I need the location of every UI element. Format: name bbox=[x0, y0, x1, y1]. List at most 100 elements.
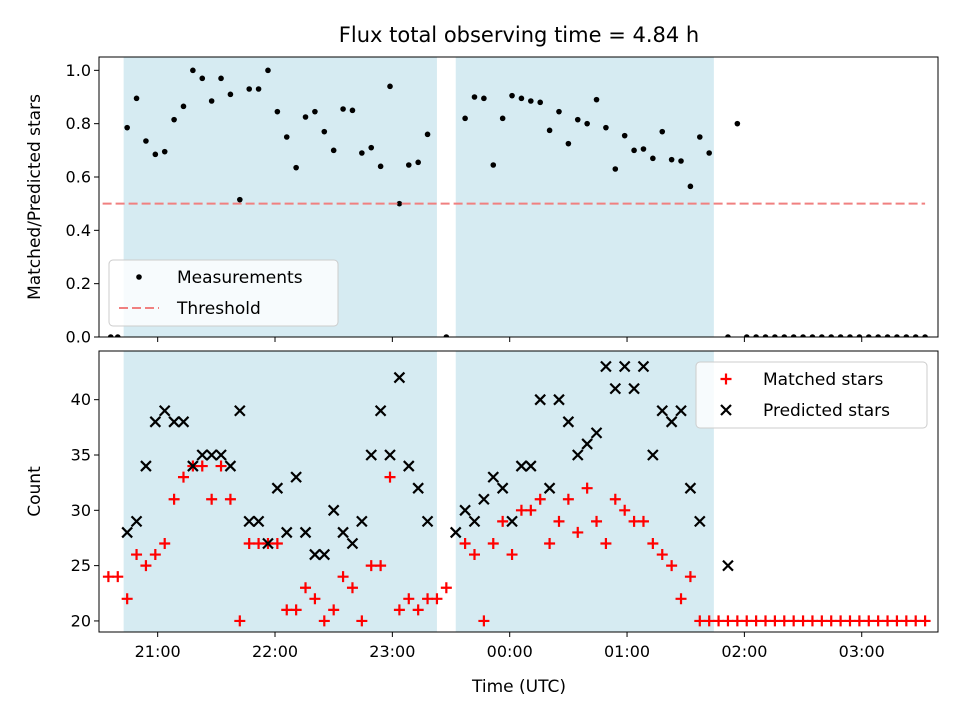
matched-star-point bbox=[375, 560, 387, 572]
x-tick-label: 23:00 bbox=[369, 642, 415, 661]
measurement-point bbox=[565, 140, 572, 147]
measurement-point bbox=[696, 134, 703, 140]
predicted-star-point bbox=[140, 460, 152, 472]
predicted-star-point bbox=[262, 537, 274, 550]
matched-star-point bbox=[346, 582, 358, 594]
predicted-star-point bbox=[600, 360, 612, 373]
matched-star-point bbox=[675, 593, 687, 605]
matched-star-point bbox=[271, 537, 283, 549]
predicted-star-point bbox=[290, 471, 302, 483]
predicted-star-point bbox=[318, 548, 331, 561]
matched-star-point bbox=[102, 571, 114, 583]
plot-area bbox=[102, 351, 931, 632]
matched-star-point bbox=[806, 615, 818, 627]
measurement-point bbox=[603, 124, 609, 131]
measurement-point bbox=[481, 95, 487, 102]
matched-star-point bbox=[112, 571, 124, 583]
legend-box bbox=[108, 259, 339, 327]
matched-star-point bbox=[431, 593, 443, 605]
measurement-point bbox=[274, 108, 281, 115]
predicted-star-point bbox=[637, 360, 650, 373]
matched-star-point bbox=[750, 615, 762, 627]
predicted-star-point bbox=[121, 526, 133, 539]
measurement-point bbox=[819, 334, 825, 337]
matched-star-point bbox=[609, 493, 621, 505]
matched-star-point bbox=[760, 615, 772, 627]
measurement-point bbox=[340, 106, 346, 112]
matched-star-point bbox=[224, 493, 236, 505]
predicted-star-point bbox=[665, 416, 678, 428]
predicted-star-point bbox=[468, 515, 481, 528]
measurement-point bbox=[762, 334, 769, 337]
measurement-point bbox=[405, 162, 412, 168]
measurement-point bbox=[753, 334, 759, 337]
measurement-point bbox=[133, 95, 140, 102]
measurement-point bbox=[208, 98, 215, 104]
matched-star-point bbox=[365, 560, 377, 572]
observing-window-2 bbox=[455, 351, 714, 632]
predicted-star-point bbox=[694, 515, 706, 528]
measurement-point bbox=[114, 334, 121, 337]
x-tick-label: 22:00 bbox=[252, 642, 298, 661]
matched-star-point bbox=[647, 537, 659, 549]
measurement-point bbox=[706, 150, 712, 156]
measurement-point bbox=[678, 158, 684, 164]
measurement-point bbox=[837, 334, 844, 337]
y-tick-label: 30 bbox=[71, 501, 91, 520]
matched-star-point bbox=[797, 615, 809, 627]
measurement-point bbox=[894, 334, 900, 337]
measurement-point bbox=[237, 196, 243, 203]
observing-window-2 bbox=[455, 57, 714, 337]
matched-star-point bbox=[891, 615, 903, 627]
predicted-star-point bbox=[177, 416, 190, 428]
matched-star-point bbox=[159, 537, 171, 549]
matched-star-point bbox=[140, 560, 152, 572]
y-tick-label: 1.0 bbox=[66, 61, 91, 80]
matched-star-point bbox=[713, 615, 725, 627]
matched-star-point bbox=[309, 593, 321, 605]
legend-predicted-marker bbox=[720, 404, 732, 416]
matched-star-point bbox=[562, 493, 574, 505]
matched-star-point bbox=[290, 604, 302, 616]
measurement-point bbox=[884, 334, 891, 337]
measurement-point bbox=[312, 108, 318, 115]
measurement-point bbox=[828, 334, 835, 337]
matched-star-point bbox=[356, 615, 368, 627]
matched-star-point bbox=[243, 537, 255, 549]
legend-matched-marker bbox=[720, 373, 732, 385]
measurement-point bbox=[293, 164, 299, 171]
matched-star-point bbox=[121, 593, 133, 605]
predicted-star-point bbox=[187, 460, 199, 472]
matched-star-point bbox=[553, 515, 565, 527]
predicted-star-point bbox=[243, 515, 255, 528]
matched-star-point bbox=[328, 604, 340, 616]
measurement-point bbox=[865, 334, 872, 337]
matched-star-point bbox=[656, 549, 668, 561]
ratio-panel: 0.0 0.2 0.4 0.6 0.8 1.0 Matched/Predicted star… bbox=[25, 56, 939, 347]
y-tick-label: 20 bbox=[71, 611, 91, 630]
matched-star-point bbox=[384, 471, 396, 483]
y-axis-title: Count bbox=[25, 466, 45, 517]
matched-star-point bbox=[619, 504, 631, 516]
x-axis-title: Time (UTC) bbox=[471, 677, 566, 697]
measurement-point bbox=[124, 124, 130, 131]
matched-star-point bbox=[581, 482, 593, 494]
matched-star-point bbox=[572, 526, 584, 538]
y-tick-label: 40 bbox=[71, 390, 91, 409]
legend-measurements-marker bbox=[136, 274, 142, 280]
predicted-star-point bbox=[487, 471, 500, 483]
measurement-point bbox=[321, 128, 328, 135]
matched-star-point bbox=[393, 604, 405, 616]
measurement-point bbox=[330, 147, 337, 154]
matched-star-point bbox=[253, 537, 265, 549]
measurement-point bbox=[424, 131, 431, 138]
measurement-point bbox=[556, 108, 562, 115]
measurement-point bbox=[471, 94, 478, 100]
measurement-point bbox=[199, 75, 206, 82]
measurement-point bbox=[809, 334, 816, 337]
y-tick-label: 25 bbox=[71, 556, 91, 575]
matched-star-point bbox=[412, 604, 424, 616]
measurement-point bbox=[255, 86, 262, 92]
predicted-star-point bbox=[403, 460, 415, 472]
matched-star-point bbox=[769, 615, 781, 627]
